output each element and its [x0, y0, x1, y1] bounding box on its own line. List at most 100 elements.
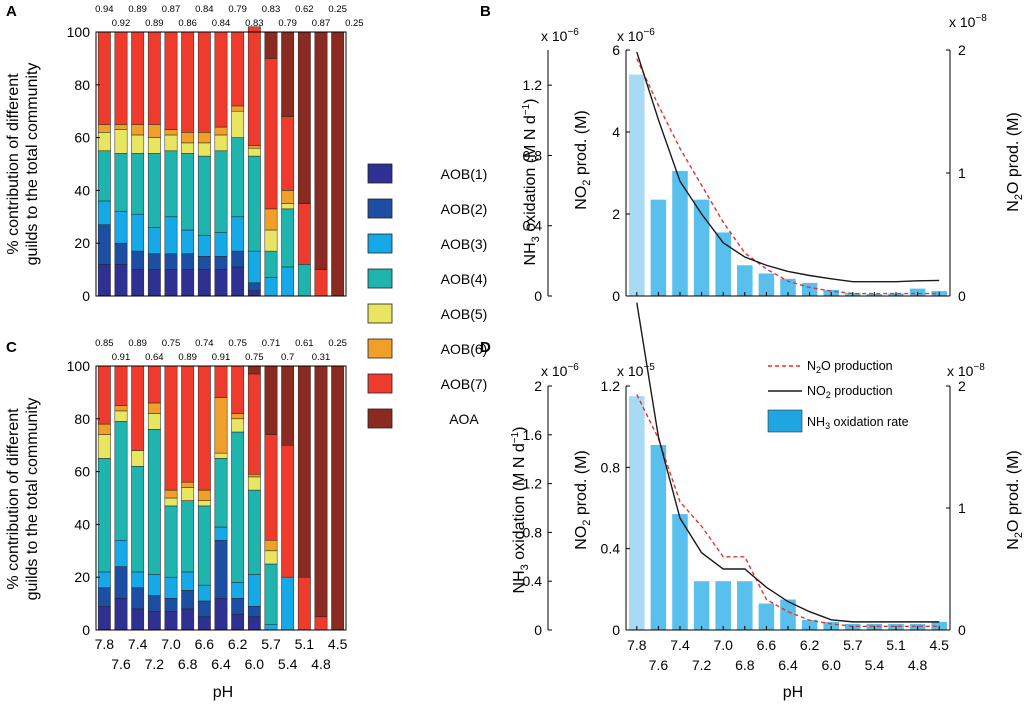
bar-segment-c-6.8-aob7 — [181, 365, 195, 483]
nh3-bar-b-6.4 — [780, 278, 796, 296]
bar-segment-c-7.4-aob1 — [131, 608, 145, 631]
legend-no2-label: NO2 production — [807, 384, 893, 400]
bar-segment-a-6.2-aob1 — [231, 266, 245, 297]
similarity-label-a-r1-7: 0.25 — [328, 4, 347, 15]
middle-tick-label-d-3: 1.2 — [601, 378, 621, 394]
bar-segment-a-7.8-aob3 — [97, 200, 111, 225]
nh3-bar-d-7.0 — [715, 581, 731, 630]
legend-swatch-aob5 — [367, 303, 393, 324]
bar-segment-a-6.6-aob1 — [197, 269, 211, 297]
bar-segment-a-7.6-aob4 — [114, 153, 128, 212]
legend-swatch-aob2 — [367, 198, 393, 219]
similarity-label-c-r2-6: 0.31 — [312, 352, 331, 363]
nh3-bar-d-7.4 — [672, 514, 688, 630]
similarity-label-a-r2-4: 0.83 — [245, 18, 264, 29]
bar-segment-a-7.6-aob2 — [114, 242, 128, 265]
bar-segment-a-7.0-aob5 — [164, 134, 178, 152]
xtick-label-d-r1-2: 7.0 — [713, 637, 733, 653]
bar-segment-a-7.0-aob3 — [164, 216, 178, 255]
bar-segment-a-6.2-aob5 — [231, 110, 245, 138]
ytick-label-c-20: 20 — [74, 569, 90, 585]
xtick-label-d-r2-1: 7.2 — [692, 657, 712, 673]
n2o-production-line-d — [636, 394, 940, 628]
bar-segment-a-6.6-aob2 — [197, 256, 211, 270]
exp-d-middle: x 10−5 — [617, 362, 655, 379]
bar-segment-a-7.0-aob7 — [164, 31, 178, 130]
bar-segment-a-6.0-aob4 — [247, 155, 261, 252]
bar-segment-c-4.8-aoa — [314, 365, 328, 618]
bar-segment-c-6.8-aob2 — [181, 590, 195, 610]
ytick-label-c-0: 0 — [82, 622, 90, 638]
xtick-label-c-r2-3: 6.4 — [211, 656, 231, 672]
bar-segment-a-6.4-aob7 — [214, 31, 228, 128]
bar-segment-c-6.6-aob1 — [197, 616, 211, 631]
bar-segment-c-6.0-aob5 — [247, 476, 261, 491]
legend-label-aob7: AOB(7) — [441, 376, 488, 392]
bar-segment-c-7.6-aob5 — [114, 410, 128, 422]
bar-segment-a-6.6-aob6 — [197, 132, 211, 144]
xtick-label-d-r2-4: 6.0 — [821, 657, 841, 673]
xtick-label-d-r1-1: 7.4 — [670, 637, 690, 653]
xlabel-c: pH — [213, 684, 233, 701]
bar-segment-a-4.5-aoa — [331, 31, 345, 297]
bar-segment-c-7.4-aob3 — [131, 571, 145, 589]
nh3-bar-b-6.8 — [737, 265, 753, 296]
nh3-bar-d-4.5 — [931, 621, 947, 630]
ylabel-b-n2o: N2O prod. (M) — [1005, 112, 1025, 211]
bar-segment-a-6.0-aob3 — [247, 250, 261, 284]
similarity-label-a-r1-1: 0.89 — [128, 4, 147, 15]
bar-segment-c-7.2-aob2 — [147, 595, 161, 612]
similarity-label-c-r1-7: 0.25 — [328, 338, 347, 349]
bar-segment-c-6.0-aob6 — [247, 473, 261, 478]
bar-segment-c-5.7-aoa — [264, 365, 278, 435]
middle-tick-label-b-0: 0 — [612, 288, 620, 304]
ylabel-c-line1: % contribution of different — [5, 408, 22, 590]
similarity-label-c-r1-1: 0.89 — [128, 338, 147, 349]
no2-production-line-d — [636, 302, 940, 623]
right-tick-label-d-2: 2 — [958, 378, 966, 394]
bar-segment-c-6.6-aob2 — [197, 600, 211, 618]
bar-segment-a-7.6-aob1 — [114, 264, 128, 297]
bar-segment-a-5.4-aob4 — [281, 208, 295, 268]
bar-segment-a-6.8-aob1 — [181, 269, 195, 297]
bar-segment-c-6.0-aob2 — [247, 605, 261, 618]
bar-segment-a-6.4-aob3 — [214, 232, 228, 257]
panel-c-bars — [97, 365, 345, 631]
xtick-label-c-r1-3: 6.6 — [195, 636, 215, 652]
ytick-label-c-60: 60 — [74, 464, 90, 480]
bar-segment-c-7.0-aob5 — [164, 497, 178, 507]
bar-segment-c-6.4-aob2 — [214, 539, 228, 599]
similarity-label-a-r2-6: 0.87 — [312, 18, 331, 29]
static-layer: A C B D % contribution of different guil… — [5, 3, 1025, 701]
xtick-label-c-r2-0: 7.6 — [111, 656, 131, 672]
bar-segment-a-6.2-aob2 — [231, 250, 245, 268]
bar-segment-a-5.4-aob3 — [281, 266, 295, 297]
bar-segment-c-7.6-aob2 — [114, 566, 128, 599]
bar-segment-a-6.0-aob2 — [247, 282, 261, 291]
nh3-bar-d-7.6 — [650, 444, 667, 630]
similarity-label-c-r1-4: 0.75 — [228, 338, 247, 349]
bar-segment-c-6.6-aob5 — [197, 500, 211, 507]
bar-segment-a-5.7-aob3 — [264, 277, 278, 297]
legend-swatch-aob4 — [367, 268, 393, 289]
bar-segment-c-7.0-aob1 — [164, 611, 178, 631]
nh3-bar-b-7.4 — [672, 170, 688, 296]
bar-segment-a-6.4-aob1 — [214, 269, 228, 297]
bar-segment-a-7.2-aob3 — [147, 227, 161, 255]
bar-segment-c-7.6-aob6 — [114, 405, 128, 412]
left-tick-label-d-4: 1.6 — [523, 427, 543, 443]
bar-segment-a-7.8-aob5 — [97, 132, 111, 152]
bar-segment-c-6.6-aob7 — [197, 365, 211, 491]
xtick-label-c-r1-7: 4.5 — [328, 636, 348, 652]
bar-segment-a-6.4-aob6 — [214, 126, 228, 136]
bar-segment-c-7.6-aob3 — [114, 539, 128, 567]
xtick-label-c-r1-0: 7.8 — [95, 636, 115, 652]
exp-b-right: x 10−8 — [949, 13, 987, 30]
similarity-label-a-r2-7: 0.25 — [345, 18, 364, 29]
bar-segment-c-7.2-aob3 — [147, 574, 161, 596]
bar-segment-c-7.8-aob2 — [97, 587, 111, 607]
bar-segment-c-4.8-aob7 — [314, 616, 328, 631]
bar-segment-c-7.0-aob7 — [164, 365, 178, 491]
exp-d-left: x 10−6 — [541, 362, 579, 379]
bar-segment-a-7.0-aob4 — [164, 150, 178, 218]
